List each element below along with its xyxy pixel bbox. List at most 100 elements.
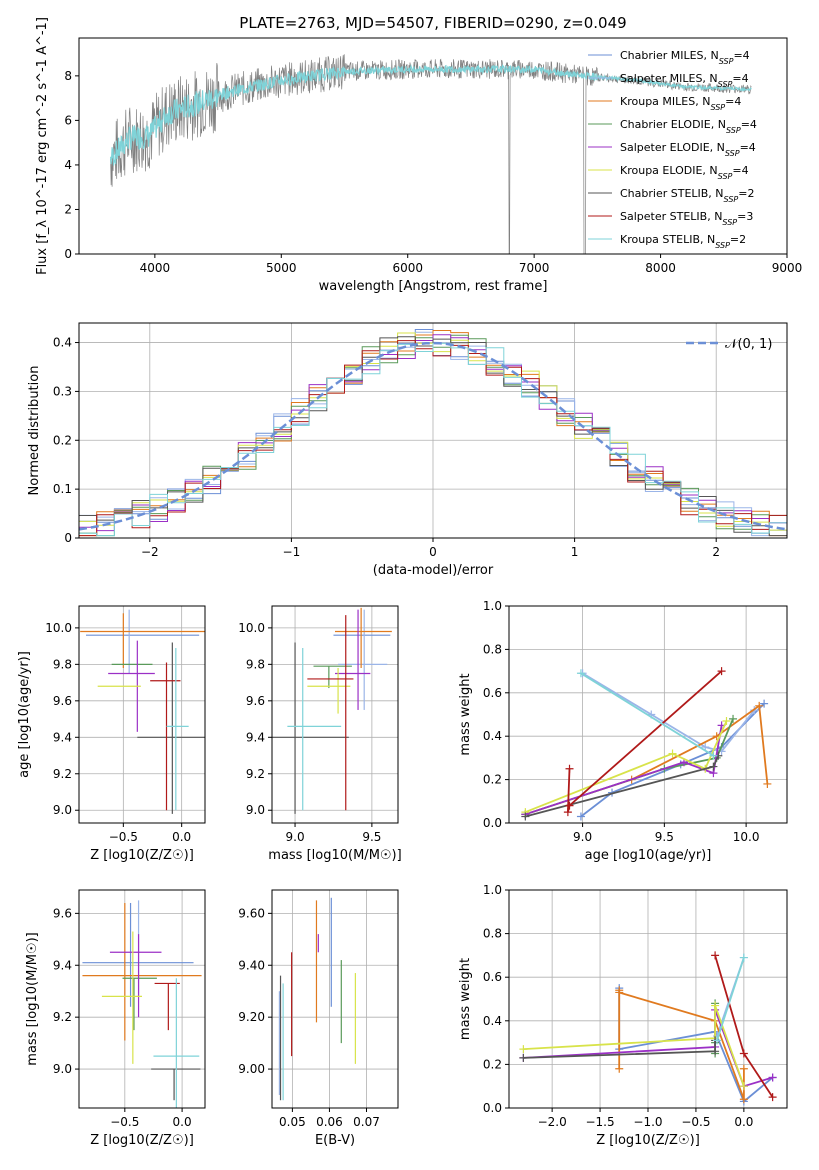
x-tick-label: 6000 [392,261,423,275]
x-tick-label: −0.5 [109,830,138,844]
errorbar-point [82,902,202,1041]
x-tick-label: −1.5 [585,1115,614,1129]
series-marker [768,1093,777,1102]
figure-title: PLATE=2763, MJD=54507, FIBERID=0290, z=0… [239,14,626,32]
legend-entry: Kroupa MILES, NSSP=4 [620,95,741,112]
legend-entry: Kroupa ELODIE, NSSP=4 [620,164,749,181]
mass-weight-series [525,720,728,813]
x-tick-label: 7000 [519,261,550,275]
x-tick-label: 9000 [772,261,803,275]
x-axis-label: Z [log10(Z/Z☉)] [596,1133,700,1148]
y-tick-label: 9.8 [53,657,72,671]
series-marker [709,751,718,760]
y-tick-label: 6 [64,113,72,127]
x-tick-label: 9.5 [362,830,381,844]
errorbar-point [287,647,342,811]
y-tick-label: 0.2 [483,1057,502,1071]
series-marker [519,1053,528,1062]
series-marker [729,714,738,723]
series-marker [615,988,624,997]
x-tick-label: 10.0 [733,830,760,844]
mass-weight-series [567,670,723,813]
y-tick-label: 9.4 [53,958,72,972]
series-marker [709,762,718,771]
age_vs_mass-axes [268,606,398,827]
y-tick-label: 0.0 [483,1101,502,1115]
x-tick-label: −1 [283,545,301,559]
y-tick-label: 0.3 [53,384,72,398]
x-tick-label: 0.0 [734,1115,753,1129]
y-tick-label: 9.2 [246,767,265,781]
x-tick-label: −0.5 [110,1115,139,1129]
y-tick-label: 10.0 [238,621,265,635]
spectrum-axes [75,75,788,258]
spectrum-frame [78,37,788,255]
mass_vs_Z-frame [78,889,206,1109]
y-tick-label: 9.8 [246,657,265,671]
normal-reference-line [78,341,788,531]
y-tick-label: 0.6 [483,970,502,984]
y-tick-label: 9.0 [53,803,72,817]
x-axis-label: mass [log10(M/M☉)] [268,848,401,863]
mass_vs_Z-axes [75,890,205,1112]
y-axis-label: age [log10(age/yr)] [17,651,32,778]
legend-entry: Salpeter ELODIE, NSSP=4 [620,141,756,158]
y-tick-label: 9.4 [246,730,265,744]
mass-weight-series [580,702,765,818]
y-tick-label: 9.00 [238,1062,265,1076]
series-marker [739,1049,748,1058]
residuals-frame [78,322,788,539]
errorbar-point [101,931,142,1064]
series-marker [739,1064,748,1073]
series-marker [615,1064,624,1073]
x-tick-label: 8000 [645,261,676,275]
y-tick-label: 0.8 [483,927,502,941]
series-marker [576,812,585,821]
errorbar-point [166,647,189,811]
series-marker [519,1045,528,1054]
y-axis-label: mass weight [458,673,473,755]
y-axis-label: Flux [f_λ 10^-17 erg cm^-2 s^-1 A^-1] [35,17,50,275]
y-tick-label: 0.8 [483,642,502,656]
y-tick-label: 9.20 [238,1010,265,1024]
series-marker [713,1036,722,1045]
age_vs_Z-frame [78,605,206,824]
mass-weight-series [580,672,714,757]
errorbar-point [154,982,180,1031]
x-tick-label: 5000 [266,261,297,275]
x-tick-label: −2 [141,545,159,559]
y-tick-label: 1.0 [483,883,502,897]
histogram-series [79,342,787,537]
legend-entry: Salpeter MILES, NSSP=4 [620,72,749,89]
x-axis-label: (data-model)/error [373,563,494,578]
x-tick-label: 4000 [140,261,171,275]
x-tick-label: 9.0 [286,830,305,844]
mass-weight-series [523,1005,745,1087]
y-tick-label: 4 [64,158,72,172]
x-tick-label: 2 [712,545,720,559]
y-tick-label: 9.2 [53,1010,72,1024]
series-marker [521,812,530,821]
legend-entry: 𝒩(0, 1) [725,337,772,352]
y-tick-label: 9.6 [53,694,72,708]
y-axis-label: mass weight [458,958,473,1040]
x-axis-label: age [log10(age/yr)] [585,848,712,863]
y-tick-label: 0.2 [53,433,72,447]
mass-weight-series [525,725,723,816]
age_vs_Z-axes [75,606,205,827]
x-axis-label: E(B-V) [315,1133,355,1148]
y-tick-label: 10.0 [45,621,72,635]
x-axis-label: wavelength [Angstrom, rest frame] [319,279,548,294]
y-tick-label: 9.6 [246,694,265,708]
legend-entry: Kroupa STELIB, NSSP=2 [620,233,746,250]
series-marker [739,953,748,962]
errorbar-point [272,642,349,814]
x-tick-label: 9.0 [573,830,592,844]
x-tick-label: 0 [429,545,437,559]
x-tick-label: 1 [571,545,579,559]
spectrum-model-line [110,63,752,166]
y-tick-label: 9.40 [238,958,265,972]
legend-entry: Chabrier STELIB, NSSP=2 [620,187,754,204]
series-marker [565,764,574,773]
series-marker [722,717,731,726]
